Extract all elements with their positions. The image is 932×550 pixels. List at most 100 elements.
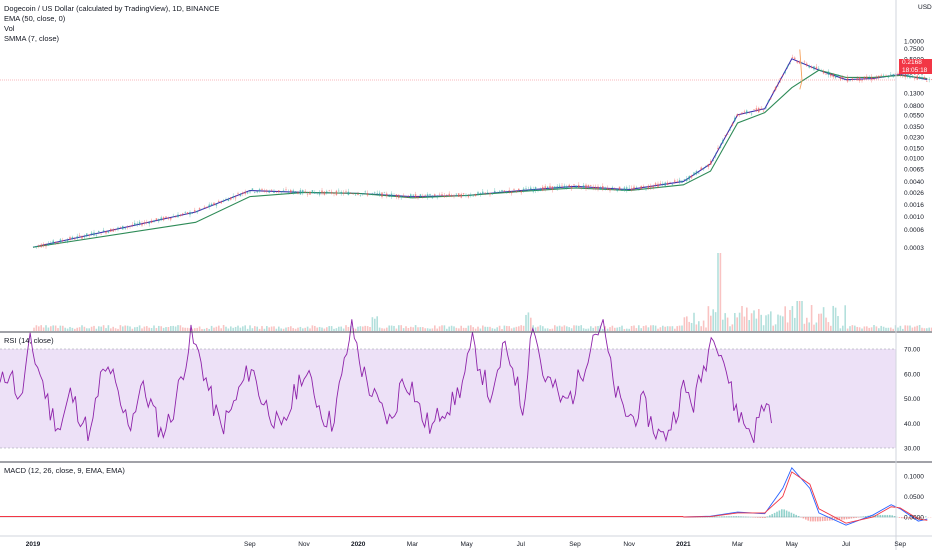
candle-body <box>844 79 846 80</box>
macd-histogram-bar <box>793 513 795 518</box>
macd-histogram-bar <box>814 517 817 522</box>
volume-bar <box>666 326 669 331</box>
macd-legend[interactable]: MACD (12, 26, close, 9, EMA, EMA) <box>4 466 125 475</box>
candle-body <box>254 192 256 193</box>
candle-body <box>566 186 568 189</box>
volume-bar <box>818 313 820 331</box>
rsi-pane[interactable] <box>0 319 896 449</box>
time-tick-label: Jul <box>842 541 851 548</box>
candle-body <box>779 78 782 81</box>
triangle-lower-line <box>799 80 803 90</box>
price-tick-label: 0.0230 <box>904 135 924 142</box>
candle-body <box>791 56 794 58</box>
symbol-title[interactable]: Dogecoin / US Dollar (calculated by Trad… <box>4 4 220 13</box>
candle-body <box>45 245 47 247</box>
candle-body <box>311 190 314 194</box>
volume-bar <box>866 326 868 331</box>
candle-body <box>846 77 849 82</box>
macd-pane[interactable] <box>0 466 932 526</box>
time-tick-label: May <box>460 541 473 548</box>
candle-body <box>638 189 640 191</box>
candle-body <box>482 191 484 194</box>
candle-body <box>304 191 306 193</box>
volume-bar <box>167 327 170 331</box>
volume-bar <box>431 328 434 331</box>
candle-body <box>258 189 261 192</box>
macd-histogram-bar <box>848 517 850 519</box>
volume-bar <box>880 325 882 331</box>
volume-bar <box>786 322 789 331</box>
candle-body <box>570 186 573 189</box>
last-price-badge: 0.2168 18:05:18 <box>899 59 932 74</box>
candle-body <box>124 227 126 229</box>
volume-bar <box>62 325 64 331</box>
candle-body <box>263 190 266 192</box>
volume-bar <box>206 327 208 331</box>
volume-bar <box>290 326 292 331</box>
volume-bar <box>148 327 150 331</box>
candle-body <box>470 194 472 197</box>
volume-bar <box>354 328 357 331</box>
volume-bar <box>518 326 520 331</box>
smma-legend[interactable]: SMMA (7, close) <box>4 34 60 43</box>
candle-body <box>306 193 309 195</box>
volume-bar <box>194 328 196 331</box>
price-pane[interactable] <box>0 49 932 331</box>
candle-body <box>393 195 395 196</box>
volume-bar <box>57 328 59 331</box>
volume-bar <box>251 328 254 331</box>
candle-body <box>674 180 676 182</box>
candle-body <box>873 78 875 80</box>
candle-body <box>614 189 616 191</box>
volume-bar <box>609 327 611 331</box>
candle-body <box>914 78 916 79</box>
candle-body <box>803 61 806 63</box>
candle-body <box>414 194 417 199</box>
volume-bar <box>803 323 806 331</box>
candle-body <box>194 210 196 212</box>
volume-bar <box>585 328 587 331</box>
macd-histogram-bar <box>785 510 788 518</box>
candle-body <box>765 107 767 108</box>
time-tick-label: Mar <box>407 541 419 548</box>
candle-body <box>882 75 885 77</box>
vol-legend[interactable]: Vol <box>4 24 15 33</box>
volume-bar <box>285 327 287 331</box>
ema-legend[interactable]: EMA (50, close, 0) <box>4 14 66 23</box>
volume-bar <box>926 328 928 331</box>
macd-histogram-bar <box>872 514 874 518</box>
candle-body <box>772 92 774 93</box>
volume-bar <box>705 327 707 331</box>
rsi-legend[interactable]: RSI (14, close) <box>4 336 54 345</box>
candle-body <box>830 73 832 77</box>
candle-body <box>551 186 554 191</box>
candle-body <box>556 186 558 189</box>
volume-bar <box>155 328 158 331</box>
volume-bar <box>388 325 390 331</box>
macd-histogram-bar <box>860 516 862 518</box>
candle-body <box>906 74 909 77</box>
candle-body <box>386 193 388 196</box>
candle-body <box>858 76 861 81</box>
volume-bar <box>429 328 431 331</box>
volume-bar <box>143 326 146 331</box>
volume-bar <box>702 320 705 331</box>
candle-body <box>834 74 837 78</box>
macd-histogram-bar <box>807 517 809 521</box>
time-tick-label: 2019 <box>26 541 41 548</box>
volume-bar <box>35 325 38 331</box>
volume-bar <box>412 327 414 331</box>
candle-body <box>402 195 405 197</box>
macd-histogram-bar <box>905 517 908 519</box>
volume-bar <box>64 327 66 331</box>
macd-histogram-bar <box>817 517 819 522</box>
volume-bar <box>345 325 347 331</box>
candle-body <box>422 196 424 197</box>
candle-body <box>158 219 160 222</box>
volume-bar <box>129 326 131 331</box>
volume-bar <box>381 328 383 331</box>
macd-histogram-bar <box>711 516 713 518</box>
volume-bar <box>436 328 438 331</box>
candle-body <box>278 190 280 193</box>
